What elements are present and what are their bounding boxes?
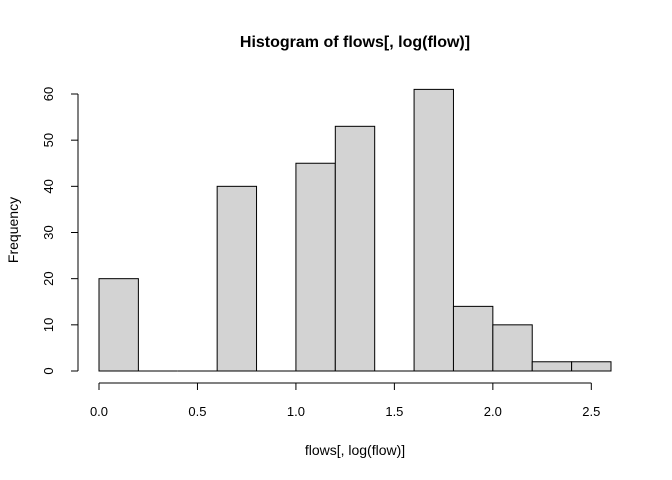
histogram-bar xyxy=(216,185,258,372)
chart-title: Histogram of flows[, log(flow)] xyxy=(240,34,470,51)
y-tick-label: 20 xyxy=(41,271,56,285)
x-tick-label: 2.5 xyxy=(582,404,600,419)
x-axis-label: flows[, log(flow)] xyxy=(305,442,405,458)
histogram-bar xyxy=(413,88,454,372)
x-tick-label: 1.5 xyxy=(385,404,403,419)
y-tick-label: 30 xyxy=(41,225,56,239)
y-tick-label: 10 xyxy=(41,318,56,332)
x-tick-label: 1.0 xyxy=(287,404,305,419)
histogram-bar xyxy=(531,361,573,372)
y-tick-label: 50 xyxy=(41,133,56,147)
y-tick-label: 40 xyxy=(41,179,56,193)
y-axis-label: Frequency xyxy=(5,197,21,263)
histogram-bar xyxy=(452,305,494,372)
histogram-bar xyxy=(295,162,336,372)
x-tick-label: 0.0 xyxy=(90,404,108,419)
x-tick-label: 0.5 xyxy=(188,404,206,419)
y-tick-label: 0 xyxy=(41,367,56,374)
bars-group xyxy=(98,88,612,372)
histogram-bar xyxy=(98,278,139,372)
histogram-bar xyxy=(571,361,612,372)
x-axis: 0.0 0.5 1.0 1.5 2.0 2.5 xyxy=(90,382,600,419)
y-tick-label: 60 xyxy=(41,87,56,101)
histogram-bar xyxy=(492,324,533,372)
y-axis: 0 10 20 30 40 50 60 xyxy=(41,87,79,375)
histogram-bar xyxy=(334,125,376,372)
x-tick-label: 2.0 xyxy=(484,404,502,419)
